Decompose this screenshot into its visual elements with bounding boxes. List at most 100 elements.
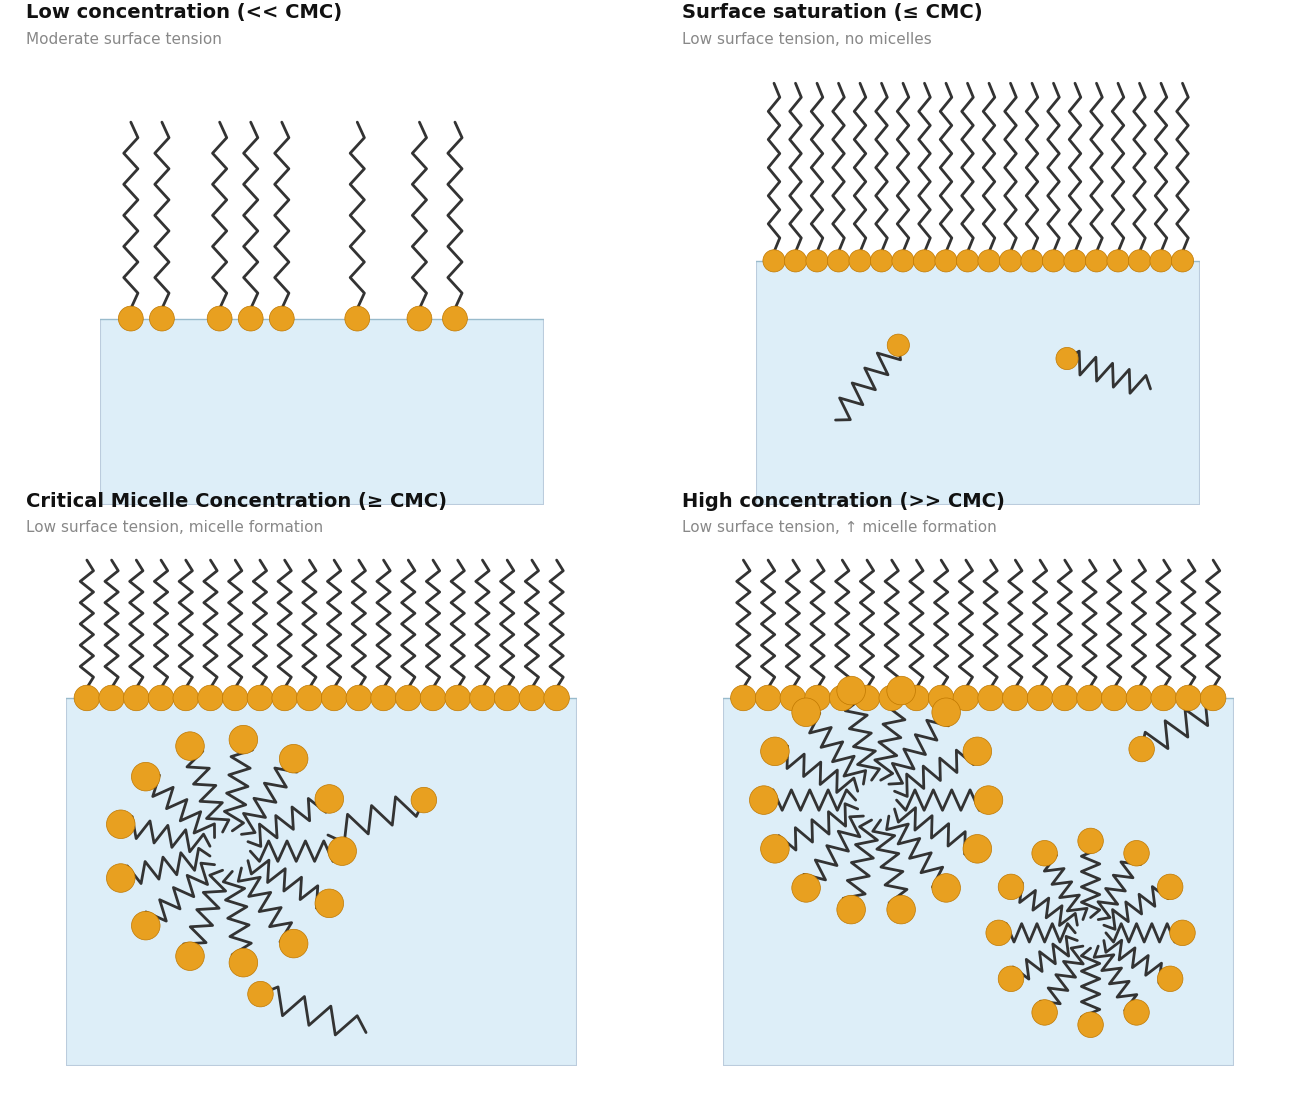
Circle shape — [1078, 1012, 1104, 1038]
Circle shape — [315, 785, 343, 814]
Circle shape — [229, 725, 257, 754]
Circle shape — [1043, 250, 1065, 272]
Circle shape — [932, 874, 961, 902]
Circle shape — [1150, 250, 1173, 272]
Text: Low surface tension, ↑ micelle formation: Low surface tension, ↑ micelle formation — [682, 519, 997, 535]
Bar — [100, 61, 543, 319]
Circle shape — [1128, 736, 1154, 761]
Circle shape — [1076, 685, 1102, 710]
Circle shape — [1032, 840, 1057, 866]
FancyBboxPatch shape — [723, 555, 1234, 1066]
Circle shape — [1032, 1000, 1057, 1026]
Circle shape — [207, 306, 233, 331]
Circle shape — [998, 875, 1024, 899]
Circle shape — [176, 731, 204, 760]
Circle shape — [247, 685, 273, 710]
Text: Surface saturation (≤ CMC): Surface saturation (≤ CMC) — [682, 3, 983, 22]
Circle shape — [107, 810, 135, 838]
Circle shape — [118, 306, 143, 331]
Circle shape — [1078, 828, 1104, 854]
Circle shape — [1056, 347, 1078, 370]
FancyBboxPatch shape — [757, 61, 1200, 505]
Circle shape — [519, 685, 545, 710]
Circle shape — [543, 685, 569, 710]
Circle shape — [1086, 250, 1108, 272]
Circle shape — [1063, 250, 1085, 272]
Circle shape — [837, 896, 866, 924]
Circle shape — [1123, 840, 1149, 866]
Circle shape — [1126, 685, 1152, 710]
Circle shape — [395, 685, 421, 710]
Circle shape — [370, 685, 396, 710]
Circle shape — [1171, 250, 1193, 272]
Circle shape — [494, 685, 520, 710]
Circle shape — [407, 306, 432, 331]
Circle shape — [963, 835, 992, 864]
Circle shape — [198, 685, 224, 710]
Circle shape — [827, 250, 850, 272]
Circle shape — [998, 966, 1024, 991]
Bar — [757, 61, 1200, 261]
Circle shape — [1052, 685, 1078, 710]
Text: Low surface tension, micelle formation: Low surface tension, micelle formation — [26, 519, 324, 535]
Circle shape — [784, 250, 806, 272]
Text: Moderate surface tension: Moderate surface tension — [26, 31, 222, 47]
Circle shape — [445, 685, 471, 710]
Circle shape — [1200, 685, 1226, 710]
Circle shape — [346, 685, 372, 710]
Circle shape — [442, 306, 468, 331]
Circle shape — [238, 306, 263, 331]
Circle shape — [792, 874, 820, 902]
Circle shape — [1175, 685, 1201, 710]
Bar — [66, 555, 577, 698]
Circle shape — [978, 250, 1000, 272]
Circle shape — [148, 685, 174, 710]
Circle shape — [935, 250, 957, 272]
Circle shape — [1128, 250, 1150, 272]
Circle shape — [344, 306, 369, 331]
Circle shape — [1170, 920, 1195, 946]
Circle shape — [985, 920, 1011, 946]
Circle shape — [731, 685, 757, 710]
Circle shape — [1157, 875, 1183, 899]
Circle shape — [957, 250, 979, 272]
Circle shape — [328, 837, 356, 866]
Circle shape — [150, 306, 174, 331]
Circle shape — [229, 948, 257, 977]
Circle shape — [272, 685, 298, 710]
Circle shape — [131, 911, 160, 940]
Circle shape — [963, 737, 992, 766]
Text: Low concentration (<< CMC): Low concentration (<< CMC) — [26, 3, 342, 22]
Circle shape — [978, 685, 1004, 710]
Circle shape — [849, 250, 871, 272]
Circle shape — [932, 698, 961, 727]
Circle shape — [1000, 250, 1022, 272]
Circle shape — [953, 685, 979, 710]
Text: Low surface tension, no micelles: Low surface tension, no micelles — [682, 31, 932, 47]
Circle shape — [903, 685, 929, 710]
Circle shape — [829, 685, 855, 710]
FancyBboxPatch shape — [66, 555, 577, 1066]
Circle shape — [760, 737, 789, 766]
Circle shape — [887, 334, 910, 356]
Circle shape — [914, 250, 936, 272]
Circle shape — [469, 685, 495, 710]
Circle shape — [805, 685, 831, 710]
Circle shape — [411, 787, 437, 813]
Circle shape — [315, 889, 343, 918]
Circle shape — [1101, 685, 1127, 710]
Circle shape — [887, 676, 915, 705]
Circle shape — [107, 864, 135, 892]
Circle shape — [1002, 685, 1028, 710]
Circle shape — [780, 685, 806, 710]
Circle shape — [887, 896, 915, 924]
Circle shape — [763, 250, 785, 272]
Circle shape — [99, 685, 125, 710]
Circle shape — [854, 685, 880, 710]
Circle shape — [280, 745, 308, 773]
Circle shape — [176, 942, 204, 970]
Circle shape — [74, 685, 100, 710]
Circle shape — [1150, 685, 1176, 710]
Circle shape — [750, 786, 779, 815]
Circle shape — [892, 250, 914, 272]
